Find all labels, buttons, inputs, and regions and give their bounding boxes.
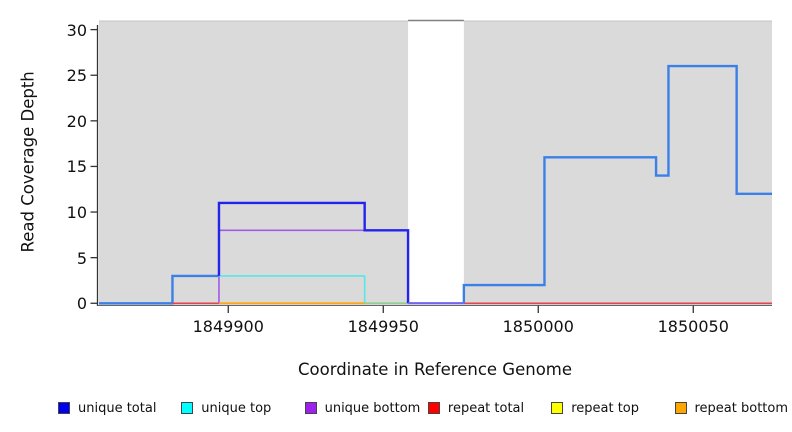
coverage-line-unique-total <box>462 64 772 304</box>
legend-marker-icon <box>304 402 317 414</box>
legend-item: unique total <box>58 398 156 418</box>
legend: unique total unique top unique bottom repea… <box>0 398 792 420</box>
legend-item: unique top <box>181 398 271 418</box>
y-tick-label: 30 <box>66 20 87 40</box>
x-tick-label: 1850050 <box>657 317 729 336</box>
legend-item-label: repeat total <box>447 400 525 416</box>
plot-background-band <box>99 20 409 306</box>
legend-item: unique bottom <box>304 398 421 418</box>
legend-marker-icon <box>674 402 687 414</box>
y-tick-label: 10 <box>66 203 87 223</box>
legend-item-label: unique bottom <box>324 400 421 416</box>
legend-item-label: unique top <box>201 400 272 416</box>
y-tick-label: 5 <box>76 248 87 268</box>
legend-item: repeat total <box>427 398 525 418</box>
y-tick-label: 15 <box>66 157 87 177</box>
legend-marker-icon <box>427 402 440 414</box>
legend-marker-icon <box>181 402 194 414</box>
x-axis-title: Coordinate in Reference Genome <box>297 360 573 379</box>
coverage-line-unique-total <box>99 274 219 305</box>
coverage-line-unique-top <box>218 275 366 304</box>
legend-marker-icon <box>58 402 70 414</box>
legend-item-label: repeat bottom <box>694 400 789 416</box>
x-tick-label: 1849900 <box>192 317 264 336</box>
legend-item-label: unique total <box>78 400 157 416</box>
legend-item-label: repeat top <box>571 400 639 416</box>
y-tick-label: 0 <box>76 294 87 314</box>
x-tick-label: 1849950 <box>347 317 419 336</box>
legend-item: repeat top <box>551 398 639 418</box>
coverage-line-unique-total <box>217 201 410 304</box>
y-tick-label: 25 <box>66 66 87 86</box>
y-tick-label: 20 <box>66 111 87 131</box>
legend-marker-icon <box>551 402 564 414</box>
x-tick-label: 1850000 <box>502 317 574 336</box>
legend-item: repeat bottom <box>674 398 789 418</box>
y-axis-title: Read Coverage Depth <box>18 71 38 253</box>
plot-background-band <box>463 20 772 306</box>
